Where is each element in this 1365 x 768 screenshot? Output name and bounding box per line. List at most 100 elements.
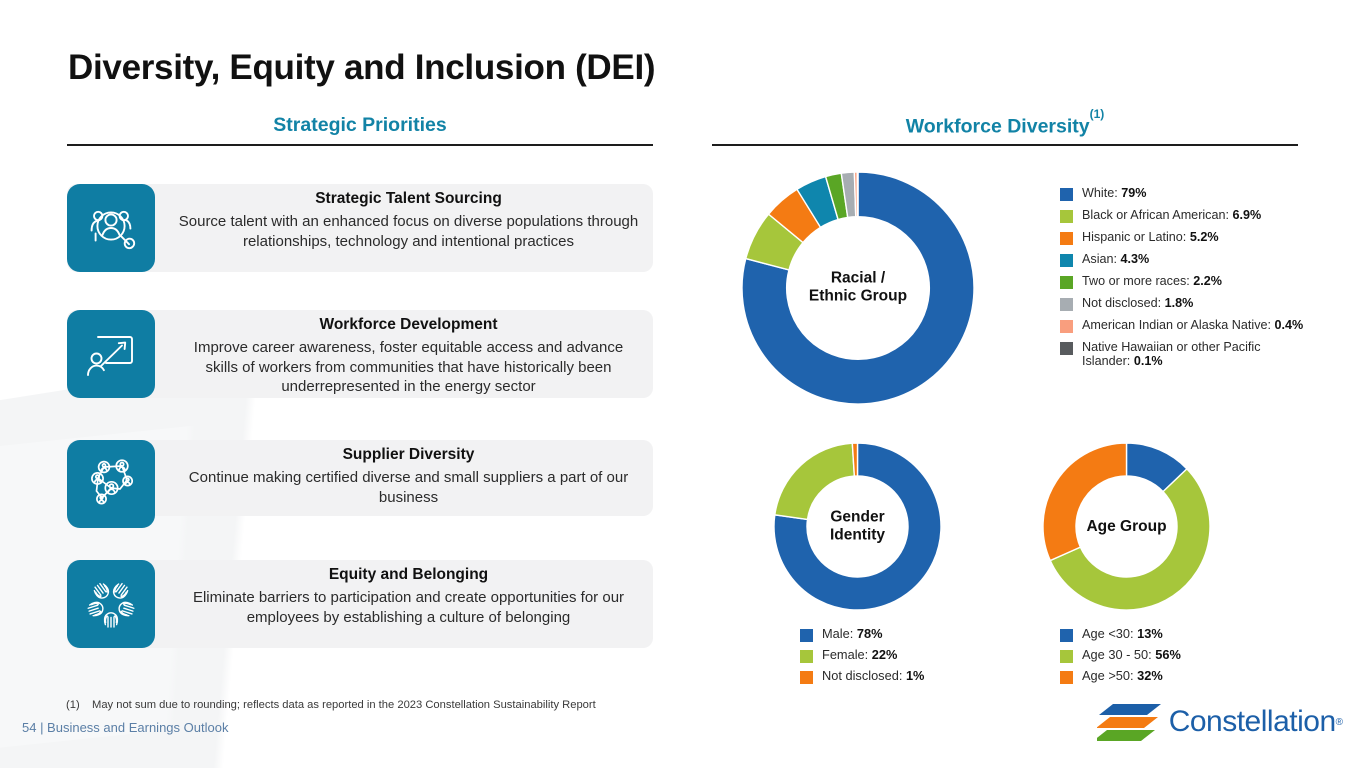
legend-gender-identity: Male: 78% Female: 22% Not disclosed: 1% xyxy=(800,626,1040,690)
legend-item: White: 79% xyxy=(1060,186,1310,201)
legend-label-value: 79% xyxy=(1121,186,1147,200)
legend-item: Asian: 4.3% xyxy=(1060,252,1310,267)
legend-item: Not disclosed: 1% xyxy=(800,668,1040,684)
constellation-logo-mark xyxy=(1096,704,1161,741)
whiteboard-training-icon xyxy=(67,310,155,398)
donut-chart-gender-identity: Gender Identity xyxy=(774,443,941,610)
donut-slice xyxy=(851,443,859,477)
section-rule-right xyxy=(712,144,1298,146)
legend-label: Age >50: 32% xyxy=(1082,668,1163,683)
priority-card-heading: Workforce Development xyxy=(319,316,498,333)
legend-label-text: Not disclosed: xyxy=(822,668,906,683)
legend-label: Asian: 4.3% xyxy=(1082,252,1149,266)
legend-swatch xyxy=(1060,232,1073,245)
priority-card-body: Supplier Diversity Continue making certi… xyxy=(168,440,653,513)
legend-item: Age >50: 32% xyxy=(1060,668,1300,684)
legend-label: Hispanic or Latino: 5.2% xyxy=(1082,230,1219,244)
legend-swatch xyxy=(1060,342,1073,355)
legend-label-value: 0.1% xyxy=(1133,354,1163,369)
priority-card-body: Equity and Belonging Eliminate barriers … xyxy=(168,560,653,633)
donut-svg-racial xyxy=(742,172,974,404)
legend-item: Native Hawaiian or other Pacific Islande… xyxy=(1060,340,1310,368)
legend-item: Black or African American: 6.9% xyxy=(1060,208,1310,223)
priority-card-heading: Equity and Belonging xyxy=(328,566,489,583)
section-rule-left xyxy=(67,144,653,146)
donut-slice xyxy=(774,443,856,521)
legend-label-value: 32% xyxy=(1137,668,1163,683)
legend-swatch xyxy=(1060,254,1073,267)
legend-item: Hispanic or Latino: 5.2% xyxy=(1060,230,1310,245)
legend-item: American Indian or Alaska Native: 0.4% xyxy=(1060,318,1310,333)
legend-label-text: Black or African American: xyxy=(1082,208,1233,222)
footnote-text: May not sum due to rounding; reflects da… xyxy=(92,699,596,711)
priority-card-text: Improve career awareness, foster equitab… xyxy=(193,339,624,395)
legend-label-text: Male: xyxy=(822,626,857,641)
donut-slice xyxy=(856,172,859,218)
legend-item: Age 30 - 50: 56% xyxy=(1060,647,1300,663)
legend-label-value: 4.3% xyxy=(1120,252,1150,266)
legend-label-text: Two or more races: xyxy=(1082,274,1194,288)
priority-card-supplier-diversity[interactable]: Supplier Diversity Continue making certi… xyxy=(67,440,653,528)
constellation-logo: Constellation ® xyxy=(1096,700,1343,744)
legend-label: Not disclosed: 1.8% xyxy=(1082,296,1193,310)
legend-label-text: Asian: xyxy=(1082,252,1121,266)
legend-item: Age <30: 13% xyxy=(1060,626,1300,642)
donut-slice xyxy=(774,443,941,610)
legend-label-value: 1.8% xyxy=(1164,296,1194,310)
section-heading-workforce-diversity: Workforce Diversity(1) xyxy=(712,107,1298,139)
legend-label-text: Female: xyxy=(822,647,872,662)
priority-card-body: Workforce Development Improve career awa… xyxy=(168,310,653,403)
legend-item: Not disclosed: 1.8% xyxy=(1060,296,1310,311)
legend-label-text: Age >50: xyxy=(1082,668,1138,683)
legend-label-value: 78% xyxy=(856,626,883,641)
legend-label-text: American Indian or Alaska Native: xyxy=(1082,318,1275,332)
legend-label-value: 1% xyxy=(905,668,925,683)
joined-hands-icon xyxy=(67,560,155,648)
legend-swatch xyxy=(1060,188,1073,201)
footnote: (1) May not sum due to rounding; reflects… xyxy=(66,699,596,711)
legend-item: Female: 22% xyxy=(800,647,1040,663)
legend-racial-ethnic-group: White: 79% Black or African American: 6.9… xyxy=(1060,186,1310,375)
legend-label-text: Hispanic or Latino: xyxy=(1082,230,1190,244)
legend-swatch xyxy=(800,629,813,642)
donut-svg-age xyxy=(1043,443,1210,610)
legend-label: Two or more races: 2.2% xyxy=(1082,274,1222,288)
legend-swatch xyxy=(1060,210,1073,223)
legend-label: Black or African American: 6.9% xyxy=(1082,208,1261,222)
legend-label-value: 22% xyxy=(871,647,898,662)
legend-label-text: Not disclosed: xyxy=(1082,296,1165,310)
priority-card-workforce-development[interactable]: Workforce Development Improve career awa… xyxy=(67,310,653,398)
legend-label: Male: 78% xyxy=(822,626,883,641)
legend-swatch xyxy=(1060,650,1073,663)
legend-label-value: 2.2% xyxy=(1193,274,1222,288)
priority-card-strategic-talent-sourcing[interactable]: Strategic Talent Sourcing Source talent … xyxy=(67,184,653,272)
talent-search-icon xyxy=(67,184,155,272)
donut-slice xyxy=(1049,467,1210,610)
footer-page-label: 54 | Business and Earnings Outlook xyxy=(22,720,229,735)
legend-swatch xyxy=(1060,298,1073,311)
legend-label-text: White: xyxy=(1082,186,1122,200)
priority-card-text: Continue making certified diverse and sm… xyxy=(188,469,629,506)
supplier-network-icon xyxy=(67,440,155,528)
legend-label-value: 0.4% xyxy=(1274,318,1304,332)
donut-svg-gender xyxy=(774,443,941,610)
priority-card-equity-and-belonging[interactable]: Equity and Belonging Eliminate barriers … xyxy=(67,560,653,648)
legend-label: Age <30: 13% xyxy=(1082,626,1163,641)
registered-trademark-icon: ® xyxy=(1335,716,1343,728)
legend-swatch xyxy=(1060,320,1073,333)
legend-label: White: 79% xyxy=(1082,186,1146,200)
priority-card-heading: Strategic Talent Sourcing xyxy=(315,190,502,207)
legend-label: Female: 22% xyxy=(822,647,898,662)
donut-chart-age-group: Age Group xyxy=(1043,443,1210,610)
legend-label-value: 56% xyxy=(1155,647,1181,662)
legend-age-group: Age <30: 13% Age 30 - 50: 56% Age >50: 32% xyxy=(1060,626,1300,690)
legend-label-text: Age 30 - 50: xyxy=(1082,647,1156,662)
legend-item: Two or more races: 2.2% xyxy=(1060,274,1310,289)
legend-label-text: Native Hawaiian or other Pacific Islande… xyxy=(1082,340,1261,369)
legend-swatch xyxy=(1060,671,1073,684)
section-heading-strategic-priorities: Strategic Priorities xyxy=(273,114,447,136)
priority-card-heading: Supplier Diversity xyxy=(342,446,475,463)
legend-label: Not disclosed: 1% xyxy=(822,668,925,683)
legend-label-text: Age <30: xyxy=(1082,626,1138,641)
